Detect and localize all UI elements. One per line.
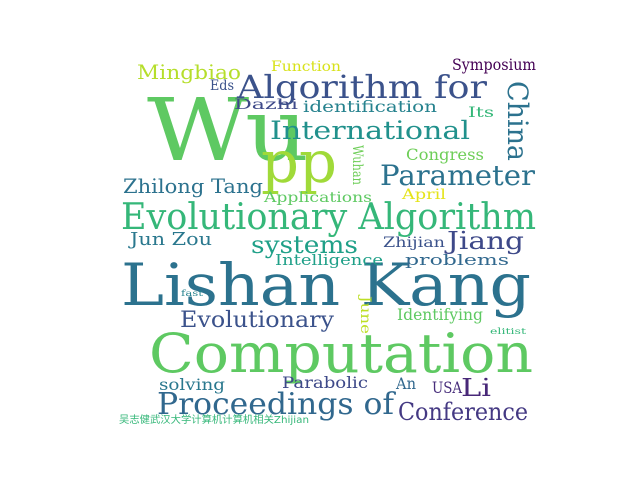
word-2: Lishan Kang [121, 251, 531, 319]
word-24: Intelligence [275, 251, 383, 269]
word-27: Zhijian [383, 235, 445, 251]
word-10: Evolutionary [180, 308, 334, 333]
word-35: Wuhan [349, 145, 365, 185]
word-30: Dazhi [234, 97, 298, 113]
word-32: Its [468, 105, 494, 121]
word-13: Conference [398, 398, 528, 426]
word-8: Parameter [380, 159, 535, 192]
word-26: Applications [264, 190, 372, 206]
word-11: Li [461, 374, 491, 402]
word-6: Evolutionary Algorithm [121, 197, 536, 238]
word-36: June [357, 296, 373, 334]
word-18: Symposium [452, 55, 536, 74]
word-33: Function [271, 59, 341, 75]
word-31: Eds [210, 78, 234, 94]
word-17: Jun Zou [130, 229, 212, 250]
word-7: Proceedings of [157, 387, 394, 422]
word-37: fast [181, 289, 203, 298]
word-39: 吴志健武汉大学计算机计算机相关Zhijian [119, 415, 309, 426]
word-4: Algorithm for [237, 68, 487, 106]
word-25: problems [405, 251, 509, 269]
word-23: Identifying [397, 305, 483, 324]
word-34: April [402, 187, 446, 203]
word-5: China [501, 81, 534, 161]
word-20: Congress [406, 145, 484, 164]
word-14: systems [251, 231, 358, 259]
word-3: Computation [149, 322, 533, 385]
word-21: Parabolic [282, 373, 368, 392]
word-0: Wu [147, 81, 309, 181]
word-22: solving [159, 375, 225, 394]
word-28: USA [432, 378, 462, 397]
word-19: identification [303, 97, 437, 116]
word-1: pp [261, 128, 337, 196]
word-12: Jiang [447, 227, 524, 255]
word-9: International [270, 116, 470, 145]
word-38: elitist [490, 327, 526, 336]
word-16: Mingbiao [137, 60, 241, 84]
word-29: An [396, 374, 416, 393]
word-15: Zhilong Tang [123, 174, 263, 198]
